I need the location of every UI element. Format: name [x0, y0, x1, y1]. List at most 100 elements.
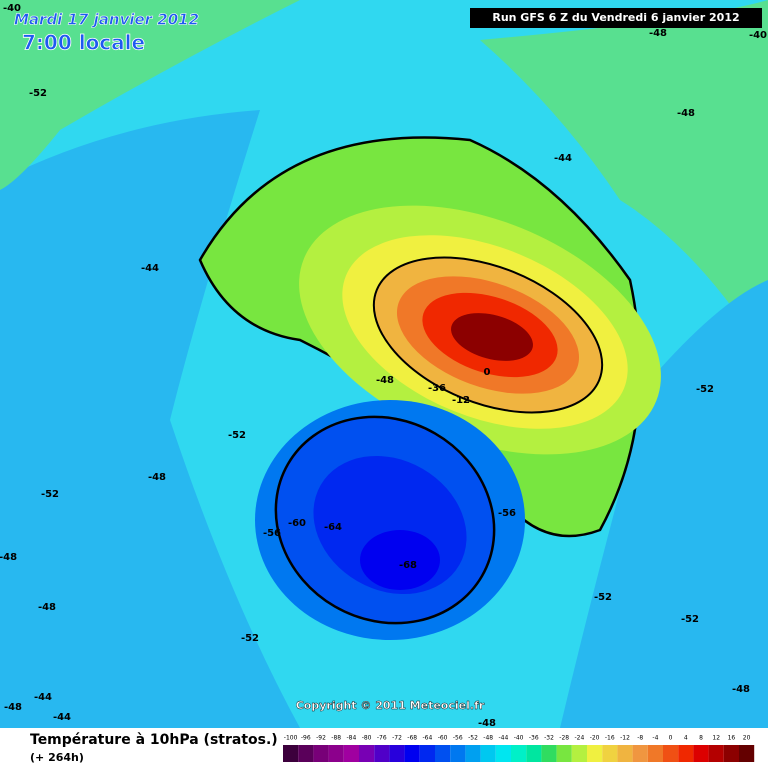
contour-label: 0	[484, 367, 491, 378]
scale-label: -8	[637, 735, 643, 742]
green-area	[480, 0, 768, 360]
scale-label: -72	[392, 735, 402, 742]
cold-area	[0, 110, 300, 728]
scale-label: -88	[331, 735, 341, 742]
contour-label: -40	[3, 3, 21, 14]
contour-label: -52	[241, 633, 259, 644]
color-swatch	[556, 745, 572, 762]
footer-title: Température à 10hPa (stratos.)	[30, 732, 278, 748]
contour-label: -52	[41, 489, 59, 500]
contour-label: -48	[38, 602, 56, 613]
warm-contour	[451, 313, 533, 361]
copyright: Copyright © 2011 Meteociel.fr	[296, 699, 485, 712]
run-label: Run GFS 6 Z du Vendredi 6 janvier 2012	[492, 11, 739, 24]
color-swatch	[374, 745, 390, 762]
contour-label: -44	[34, 692, 52, 703]
color-swatch	[283, 745, 299, 762]
contour-label: -52	[29, 88, 47, 99]
contour-label: -52	[696, 384, 714, 395]
color-swatch	[617, 745, 633, 762]
contour-label: -44	[141, 263, 159, 274]
scale-label: -44	[498, 735, 508, 742]
contour-label: -44	[53, 712, 71, 723]
scale-label: 16	[728, 735, 736, 742]
scale-label: -64	[422, 735, 432, 742]
contour-label: -56	[498, 508, 516, 519]
scale-label: -96	[301, 735, 311, 742]
scale-label: -56	[453, 735, 463, 742]
scale-label: 4	[684, 735, 688, 742]
scale-label: -100	[284, 735, 298, 742]
contour-label: -64	[324, 522, 342, 533]
contour-label: -48	[148, 472, 166, 483]
color-swatch	[313, 745, 329, 762]
scale-label: 12	[712, 735, 720, 742]
contour-label: -48	[732, 684, 750, 695]
contour-label: -12	[452, 395, 470, 406]
color-swatch	[404, 745, 420, 762]
color-swatch	[602, 745, 618, 762]
contour-label: -60	[288, 518, 306, 529]
contour-label: -56	[263, 528, 281, 539]
scale-label: -24	[574, 735, 584, 742]
contour-label: -52	[594, 592, 612, 603]
color-swatch	[450, 745, 466, 762]
scale-label: -32	[544, 735, 554, 742]
scale-label: -20	[590, 735, 600, 742]
green-area	[0, 0, 300, 190]
contour-label: -52	[228, 430, 246, 441]
scale-label: -68	[407, 735, 417, 742]
color-swatch	[587, 745, 603, 762]
color-swatch	[480, 745, 496, 762]
scale-label: 8	[699, 735, 703, 742]
scale-label: -80	[362, 735, 372, 742]
color-swatch	[723, 745, 739, 762]
color-swatch	[359, 745, 375, 762]
color-swatch	[343, 745, 359, 762]
contour-label: -48	[0, 552, 17, 563]
color-swatch	[663, 745, 679, 762]
color-swatch	[435, 745, 451, 762]
contour-label: -48	[4, 702, 22, 713]
contour-label: -68	[399, 560, 417, 571]
contour-label: -36	[428, 383, 446, 394]
scale-label: -52	[468, 735, 478, 742]
scale-label: -48	[483, 735, 493, 742]
contour-label: -48	[376, 375, 394, 386]
contour-label: -52	[681, 614, 699, 625]
scale-label: -12	[620, 735, 630, 742]
scale-label: 0	[669, 735, 673, 742]
scale-label: -4	[652, 735, 658, 742]
scale-label: -16	[605, 735, 615, 742]
color-swatch	[708, 745, 724, 762]
scale-label: 20	[743, 735, 751, 742]
run-box	[470, 8, 762, 28]
forecast-date: Mardi 17 janvier 2012	[14, 11, 199, 29]
color-swatch	[693, 745, 709, 762]
color-swatch	[419, 745, 435, 762]
color-swatch	[739, 745, 755, 762]
footer-lead: (+ 264h)	[30, 751, 84, 764]
color-swatch	[328, 745, 344, 762]
scale-label: -84	[346, 735, 356, 742]
color-swatch	[541, 745, 557, 762]
color-swatch	[571, 745, 587, 762]
color-swatch	[511, 745, 527, 762]
scale-label: -60	[438, 735, 448, 742]
contour-label: -48	[478, 718, 496, 729]
contour-label: -40	[749, 30, 767, 41]
contour-label: -44	[554, 153, 572, 164]
cold-area	[560, 280, 768, 728]
cold-contour	[360, 530, 440, 590]
color-swatch	[495, 745, 511, 762]
forecast-time: 7:00 locale	[22, 31, 145, 55]
color-swatch	[678, 745, 694, 762]
scale-label: -36	[529, 735, 539, 742]
color-swatch	[298, 745, 314, 762]
scale-label: -28	[559, 735, 569, 742]
contour-label: -48	[649, 28, 667, 39]
scale-label: -92	[316, 735, 326, 742]
scale-label: -76	[377, 735, 387, 742]
color-swatch	[647, 745, 663, 762]
